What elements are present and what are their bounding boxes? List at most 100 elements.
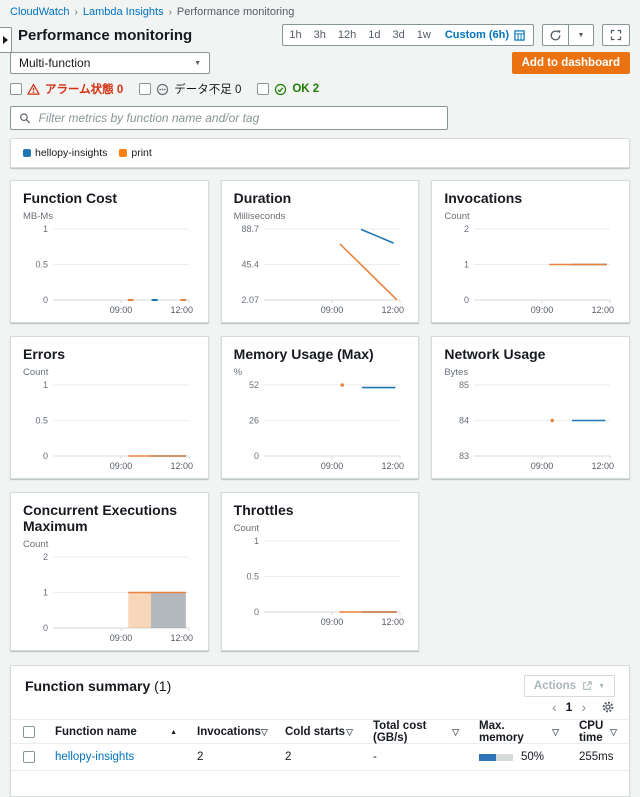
breadcrumb-cloudwatch[interactable]: CloudWatch xyxy=(10,6,70,18)
chart-canvas[interactable]: 1 0.5 0 09:00 12:00 xyxy=(23,222,195,316)
time-range-1h[interactable]: 1h xyxy=(289,29,302,41)
chart-canvas[interactable]: 2 1 0 09:00 12:00 xyxy=(23,550,195,644)
svg-text:12:00: 12:00 xyxy=(592,461,615,471)
time-range-12h[interactable]: 12h xyxy=(337,29,357,41)
row-checkbox[interactable] xyxy=(23,751,35,763)
svg-text:85: 85 xyxy=(459,380,469,390)
column-header-max-memory[interactable]: Max. memory ▽ xyxy=(479,720,559,744)
breadcrumb-current: Performance monitoring xyxy=(176,6,295,18)
chart-card-throttles: Throttles Count 1 0.5 0 09:00 12:00 xyxy=(220,492,420,651)
metric-filter xyxy=(10,106,448,130)
refresh-options-button[interactable]: ▼ xyxy=(568,25,593,45)
memory-usage-bar-fill xyxy=(479,753,496,761)
svg-text:12:00: 12:00 xyxy=(170,633,193,643)
chart-canvas[interactable]: 1 0.5 0 09:00 12:00 xyxy=(234,534,406,628)
current-page[interactable]: 1 xyxy=(565,700,573,714)
column-header-function-name[interactable]: Function name ▲ xyxy=(55,726,177,738)
sort-icon: ▽ xyxy=(610,726,617,737)
svg-text:45.4: 45.4 xyxy=(241,259,259,269)
chart-canvas[interactable]: 52 26 0 09:00 12:00 xyxy=(234,378,406,472)
chart-unit-label: Count xyxy=(444,211,470,222)
ok-checkbox[interactable] xyxy=(257,83,270,95)
gear-icon xyxy=(602,701,614,713)
svg-text:0.5: 0.5 xyxy=(35,260,48,270)
breadcrumb-separator: › xyxy=(74,6,78,18)
column-header-cpu-time[interactable]: CPU time ▽ xyxy=(579,720,617,744)
pagination: ‹ 1 › xyxy=(11,697,629,719)
chart-unit-label: Bytes xyxy=(444,367,469,378)
legend-item-print[interactable]: print xyxy=(119,147,152,159)
column-header-cold-starts[interactable]: Cold starts ▽ xyxy=(285,726,353,738)
column-header-total-cost[interactable]: Total cost (GB/s) ▽ xyxy=(373,720,459,744)
alarm-state-label: アラーム状態 0 xyxy=(45,84,124,96)
chart-canvas[interactable]: 85 84 83 09:00 12:00 xyxy=(444,378,616,472)
time-range-custom[interactable]: Custom (6h) xyxy=(437,29,533,41)
legend-label: print xyxy=(131,147,152,159)
legend-item-hellopy-insights[interactable]: hellopy-insights xyxy=(23,147,107,159)
svg-text:09:00: 09:00 xyxy=(320,617,343,627)
calendar-icon xyxy=(514,29,525,41)
svg-text:09:00: 09:00 xyxy=(110,461,133,471)
time-range-1w[interactable]: 1w xyxy=(416,29,431,41)
refresh-button[interactable] xyxy=(543,25,568,45)
summary-header: Function summary (1) Actions ▼ xyxy=(11,666,629,697)
chart-canvas[interactable]: 88.7 45.4 2.07 09:00 12:00 xyxy=(234,222,406,316)
breadcrumb-lambda-insights[interactable]: Lambda Insights xyxy=(82,6,164,18)
metric-filter-input[interactable] xyxy=(36,110,439,126)
chart-canvas[interactable]: 2 1 0 09:00 12:00 xyxy=(444,222,616,316)
alarm-state-checkbox[interactable] xyxy=(10,83,22,95)
column-header-invocations[interactable]: Invocations ▽ xyxy=(197,726,268,738)
actions-button[interactable]: Actions ▼ xyxy=(523,675,615,697)
external-link-icon xyxy=(583,681,592,690)
previous-page-button[interactable]: ‹ xyxy=(551,699,557,715)
svg-text:09:00: 09:00 xyxy=(110,305,133,315)
alarm-triangle-icon xyxy=(27,83,40,95)
total-cost-value: - xyxy=(373,751,377,763)
ok-check-icon xyxy=(275,83,287,95)
alarm-filter-ok: OK 2 xyxy=(257,83,319,96)
select-all-checkbox[interactable] xyxy=(23,726,35,738)
svg-text:83: 83 xyxy=(459,451,469,461)
chart-title: Function Cost xyxy=(23,190,118,206)
svg-text:2.07: 2.07 xyxy=(241,295,259,305)
summary-count: (1) xyxy=(154,678,172,694)
time-range-3d[interactable]: 3d xyxy=(392,29,405,41)
max-memory-value: 50% xyxy=(521,751,545,763)
chart-title: Errors xyxy=(23,346,66,362)
sort-ascending-icon: ▲ xyxy=(170,728,177,736)
next-page-button[interactable]: › xyxy=(581,699,586,715)
svg-text:52: 52 xyxy=(249,380,259,390)
side-panel-toggle[interactable] xyxy=(0,27,12,53)
table-row: hellopy-insights 2 2 - 50% 255ms xyxy=(11,744,629,771)
chart-canvas[interactable]: 1 0.5 0 09:00 12:00 xyxy=(23,378,195,472)
chevron-down-icon: ▼ xyxy=(194,59,201,67)
time-range-group: 1h 3h 12h 1d 3d 1w Custom (6h) xyxy=(282,24,534,46)
table-settings-button[interactable] xyxy=(601,700,615,714)
svg-text:09:00: 09:00 xyxy=(110,633,133,643)
time-controls: 1h 3h 12h 1d 3d 1w Custom (6h) ▼ xyxy=(282,24,630,46)
alarm-filter-row: アラーム状態 0 データ不足 0 OK 2 xyxy=(10,81,630,97)
time-range-3h[interactable]: 3h xyxy=(313,29,326,41)
alarm-filter-insufficient-data: データ不足 0 xyxy=(139,81,241,97)
search-icon xyxy=(20,113,31,124)
svg-text:0: 0 xyxy=(43,623,48,633)
add-to-dashboard-button[interactable]: Add to dashboard xyxy=(511,52,630,74)
chart-card-duration: Duration Milliseconds 88.7 45.4 2.07 09:00 12:… xyxy=(220,180,420,323)
insufficient-data-checkbox[interactable] xyxy=(139,83,152,95)
invocations-value: 2 xyxy=(197,751,204,763)
fullscreen-button[interactable] xyxy=(602,24,630,46)
function-name-link[interactable]: hellopy-insights xyxy=(55,751,135,763)
function-select[interactable]: Multi-function ▼ xyxy=(10,52,210,74)
svg-text:26: 26 xyxy=(249,416,259,426)
sort-icon: ▽ xyxy=(452,726,459,737)
time-range-1d[interactable]: 1d xyxy=(368,29,381,41)
chart-unit-label: Milliseconds xyxy=(233,211,286,222)
refresh-icon xyxy=(550,29,561,40)
chart-unit-label: Count xyxy=(233,523,260,534)
breadcrumb-separator: › xyxy=(168,6,172,18)
svg-text:09:00: 09:00 xyxy=(531,461,554,471)
chart-title: Invocations xyxy=(444,190,523,206)
svg-text:0.5: 0.5 xyxy=(246,572,259,582)
chart-unit-label: Count xyxy=(23,539,49,550)
chart-card-network-usage: Network Usage Bytes 85 84 83 09:00 12:00 xyxy=(431,336,630,479)
